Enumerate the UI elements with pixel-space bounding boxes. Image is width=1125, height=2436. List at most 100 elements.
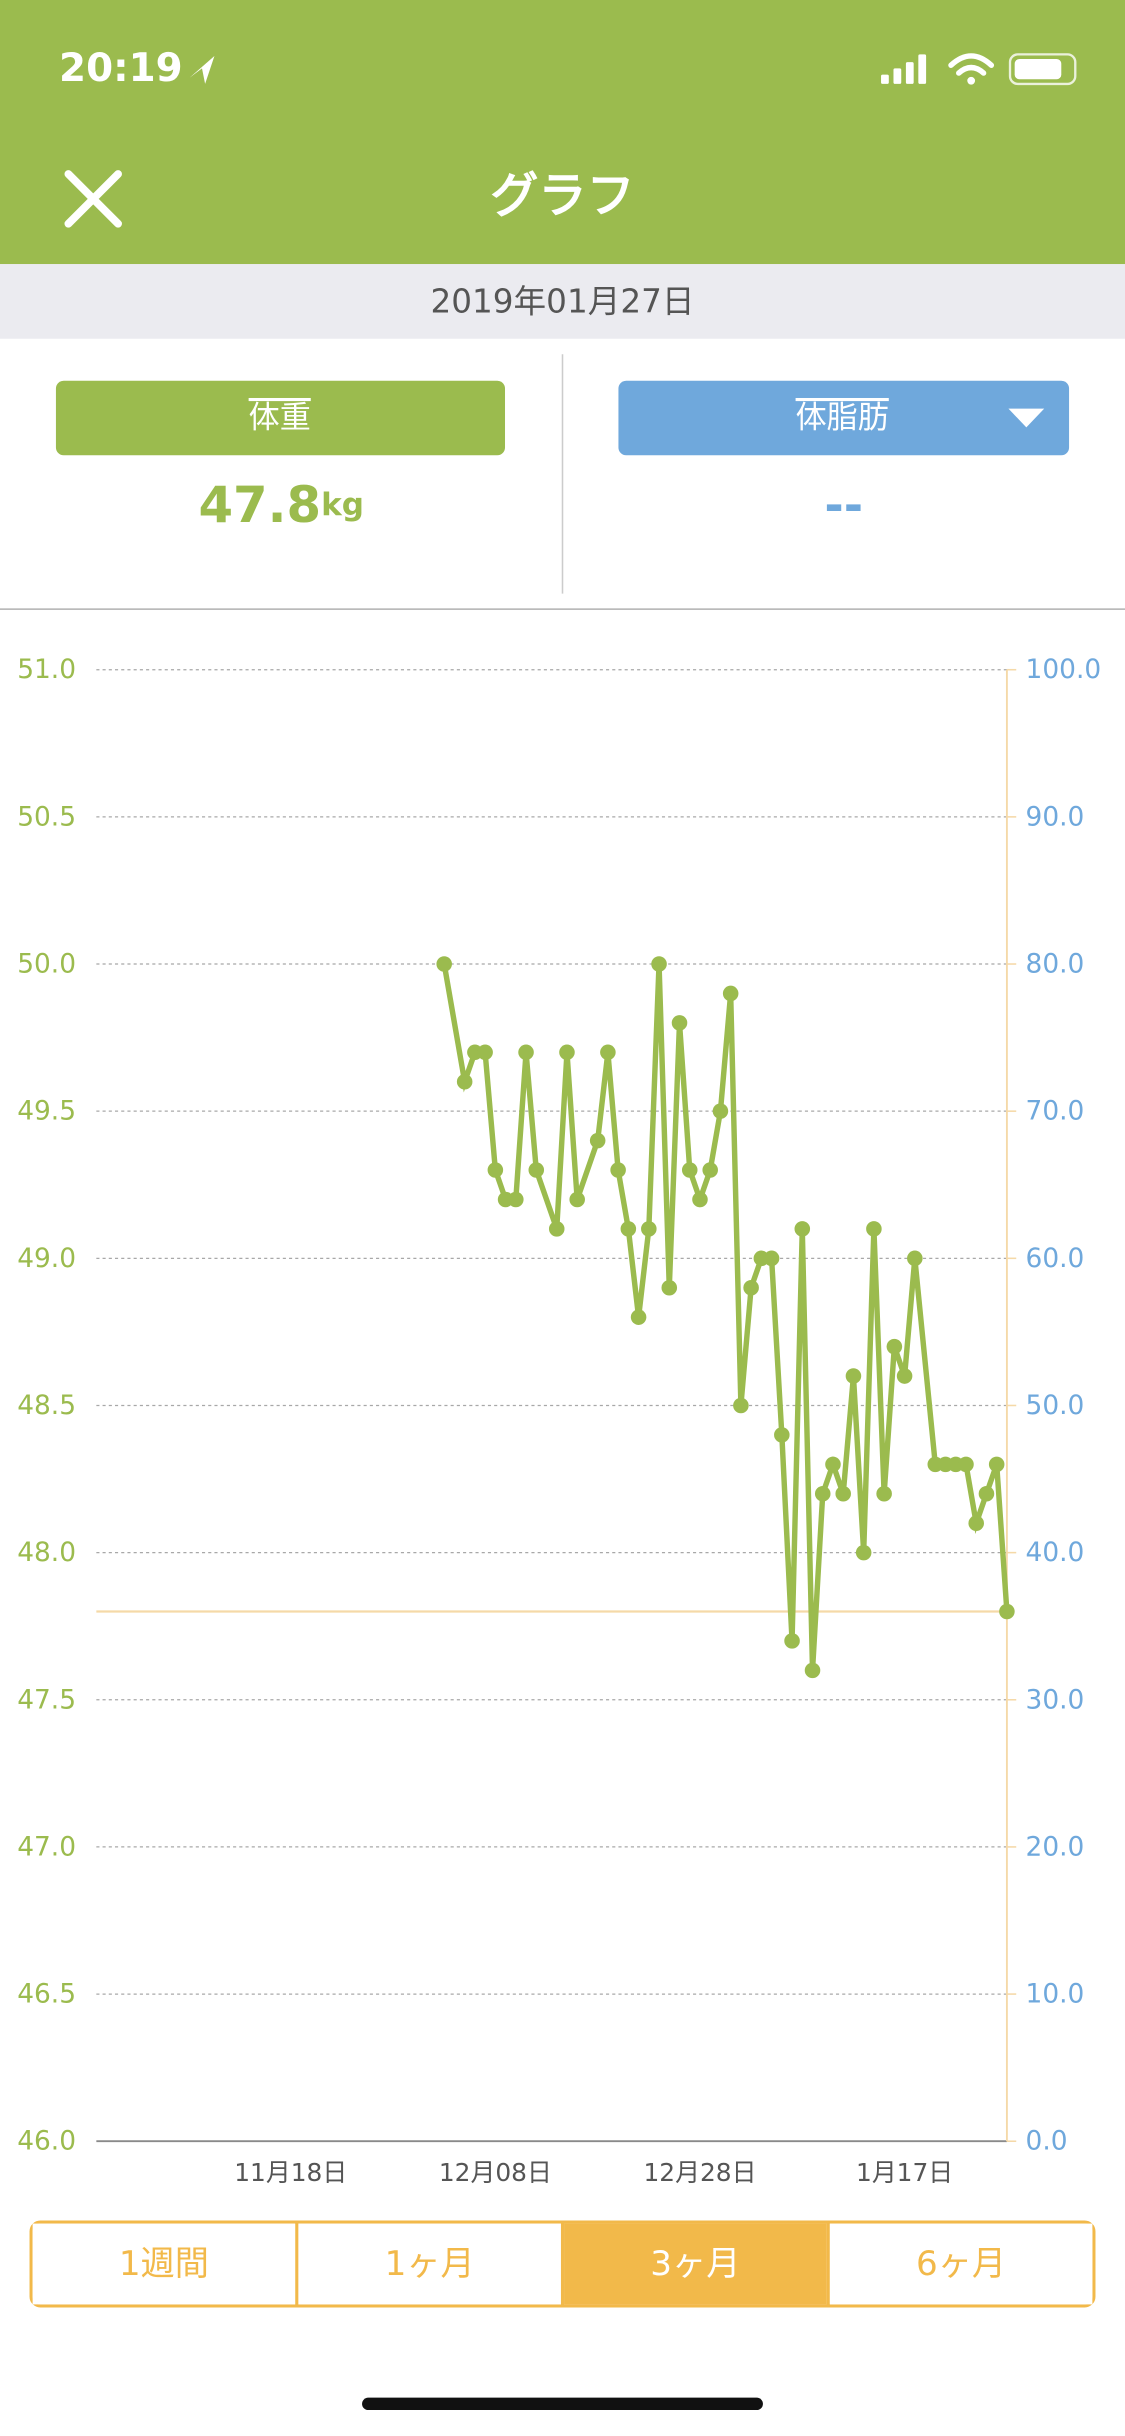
weight-point bbox=[559, 1044, 575, 1061]
weight-tab[interactable] bbox=[55, 380, 506, 456]
weight-point bbox=[630, 1309, 647, 1325]
weight-point bbox=[774, 1427, 790, 1443]
y-tick-label: 48.0 bbox=[17, 1537, 76, 1568]
battery-frame bbox=[1008, 53, 1077, 86]
period-button[interactable] bbox=[32, 2223, 296, 2305]
weight-point bbox=[477, 1044, 493, 1061]
y-tick-label: 51.0 bbox=[17, 654, 76, 685]
y2-tick-label: 70.0 bbox=[1026, 1096, 1085, 1127]
weight-point bbox=[712, 1103, 729, 1119]
header-title: グラフ bbox=[490, 168, 634, 224]
y2-tick-label: 30.0 bbox=[1026, 1684, 1085, 1715]
y-tick-label: 47.0 bbox=[17, 1831, 76, 1862]
weight-point bbox=[794, 1221, 811, 1237]
weight-point bbox=[436, 956, 452, 972]
period-label: 6ヶ月 bbox=[916, 2244, 1006, 2284]
weight-point bbox=[825, 1456, 841, 1473]
period-label: 3ヶ月 bbox=[650, 2244, 740, 2284]
y2-tick-label: 10.0 bbox=[1026, 1979, 1085, 2010]
weight-line bbox=[441, 963, 1010, 1671]
weight-point bbox=[866, 1221, 882, 1237]
weight-point bbox=[814, 1485, 831, 1502]
weight-point bbox=[508, 1191, 524, 1208]
status-time: 20:19 bbox=[59, 46, 183, 91]
location-icon bbox=[189, 55, 215, 84]
weight-point bbox=[528, 1162, 545, 1178]
body-fat-tab[interactable] bbox=[618, 380, 1070, 456]
weight-point bbox=[907, 1250, 923, 1267]
date-bar bbox=[0, 264, 1125, 339]
y2-tick-label: 0.0 bbox=[1026, 2126, 1068, 2157]
weight-point bbox=[569, 1191, 585, 1208]
header-bg bbox=[0, 0, 1125, 265]
weight-point bbox=[896, 1368, 913, 1384]
weight-point bbox=[845, 1368, 862, 1384]
weight-point bbox=[835, 1485, 851, 1502]
weight-point bbox=[733, 1397, 749, 1414]
weight-point bbox=[763, 1250, 780, 1267]
y-tick-label: 46.0 bbox=[17, 2126, 76, 2157]
weight-value: 47.8kg bbox=[198, 476, 364, 534]
home-indicator bbox=[362, 2397, 763, 2411]
y-tick-label: 50.0 bbox=[17, 949, 76, 980]
weight-point bbox=[518, 1044, 534, 1061]
x-tick-label: 11月18日 bbox=[234, 2158, 347, 2187]
y-tick-label: 49.0 bbox=[17, 1243, 76, 1274]
y-tick-label: 50.5 bbox=[17, 801, 76, 832]
close-button[interactable] bbox=[64, 170, 122, 228]
chart: 46.0 46.5 47.0 47.5 48.0 48.5 49.0 49.5 50.0 50.5… bbox=[17, 654, 1101, 2187]
period-button[interactable] bbox=[298, 2223, 561, 2305]
weight-point bbox=[876, 1485, 892, 1502]
weight-point bbox=[651, 956, 667, 972]
y-tick-label: 47.5 bbox=[17, 1684, 76, 1715]
period-selector: 1週間 1ヶ月 3ヶ月 6ヶ月 bbox=[29, 2220, 1096, 2308]
weight-point bbox=[589, 1132, 606, 1149]
weight-point bbox=[784, 1633, 800, 1649]
weight-point bbox=[671, 1015, 688, 1031]
y-tick-label: 46.5 bbox=[17, 1979, 76, 2010]
weight-point bbox=[978, 1485, 995, 1502]
weight-point bbox=[702, 1162, 718, 1178]
weight-point bbox=[610, 1162, 626, 1178]
body-fat-tab-label: 体脂肪 bbox=[796, 400, 889, 436]
wifi-icon bbox=[948, 53, 995, 76]
weight-tab-label: 体重 bbox=[249, 400, 311, 436]
weight-point bbox=[886, 1338, 903, 1355]
x-tick-label: 12月28日 bbox=[643, 2158, 756, 2187]
weight-point bbox=[681, 1162, 698, 1178]
period-label: 1ヶ月 bbox=[385, 2244, 475, 2284]
period-button[interactable] bbox=[564, 2223, 827, 2305]
weight-point bbox=[487, 1162, 504, 1178]
weight-point bbox=[620, 1221, 637, 1237]
weight-point bbox=[600, 1044, 616, 1061]
dropdown-arrow[interactable] bbox=[1008, 408, 1045, 428]
weight-point bbox=[692, 1191, 708, 1208]
signal-icon bbox=[881, 54, 927, 84]
y2-tick-label: 90.0 bbox=[1026, 801, 1085, 832]
weight-point bbox=[548, 1221, 565, 1237]
y2-tick-label: 40.0 bbox=[1026, 1537, 1085, 1568]
y-tick-label: 48.5 bbox=[17, 1390, 76, 1421]
y2-tick-label: 80.0 bbox=[1026, 949, 1085, 980]
battery-level bbox=[1014, 59, 1062, 80]
weight-point bbox=[804, 1662, 821, 1679]
weight-number: 47.8 bbox=[198, 476, 321, 534]
weight-point bbox=[958, 1456, 974, 1473]
weight-point bbox=[641, 1221, 657, 1237]
x-tick-label: 1月17日 bbox=[856, 2158, 953, 2187]
period-button[interactable] bbox=[829, 2223, 1093, 2305]
y-tick-label: 49.5 bbox=[17, 1096, 76, 1127]
weight-point bbox=[456, 1073, 473, 1090]
body-fat-value: -- bbox=[824, 478, 863, 532]
y2-tick-label: 50.0 bbox=[1026, 1390, 1085, 1421]
weight-point bbox=[722, 985, 739, 1002]
period-label: 1週間 bbox=[119, 2244, 209, 2284]
weight-point bbox=[743, 1279, 759, 1296]
y2-tick-label: 60.0 bbox=[1026, 1243, 1085, 1274]
date-label: 2019年01月27日 bbox=[431, 282, 695, 320]
y2-tick-label: 100.0 bbox=[1026, 654, 1102, 685]
x-tick-label: 12月08日 bbox=[439, 2158, 552, 2187]
weight-point bbox=[968, 1515, 984, 1531]
